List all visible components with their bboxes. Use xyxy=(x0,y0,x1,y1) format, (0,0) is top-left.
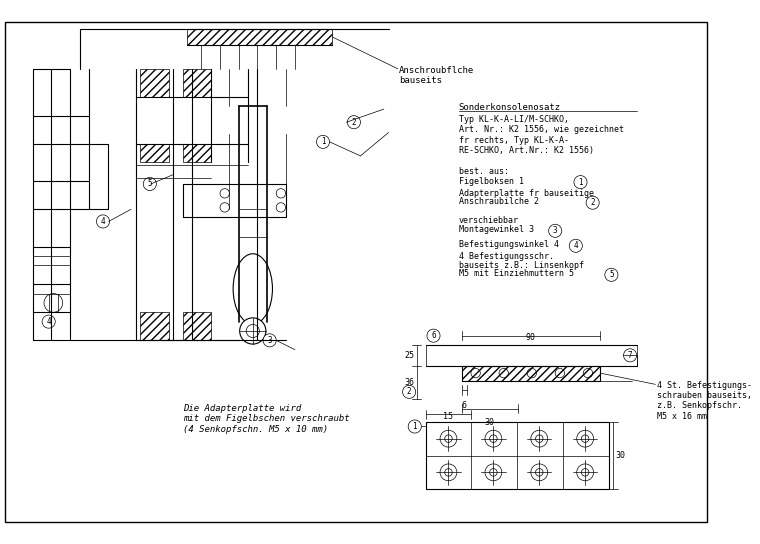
Text: 7: 7 xyxy=(628,351,632,360)
Text: M5 mit Einziehmuttern 5: M5 mit Einziehmuttern 5 xyxy=(459,269,574,278)
Circle shape xyxy=(605,268,618,281)
Text: 6: 6 xyxy=(431,331,435,340)
Text: 4 St. Befestigungs-
schrauben bauseits,
z.B. Senkopfschr.
M5 x 16 mm: 4 St. Befestigungs- schrauben bauseits, … xyxy=(657,381,752,421)
Text: 25: 25 xyxy=(405,351,415,360)
Bar xyxy=(461,366,600,381)
Bar xyxy=(182,144,211,163)
Text: 5: 5 xyxy=(609,270,613,279)
Text: 4 Befestigungsschr.: 4 Befestigungsschr. xyxy=(459,252,554,261)
Circle shape xyxy=(549,224,562,237)
Text: Sonderkonsolenosatz: Sonderkonsolenosatz xyxy=(459,103,561,113)
Bar xyxy=(141,144,169,163)
Text: 2: 2 xyxy=(407,387,411,397)
Circle shape xyxy=(143,177,157,190)
Text: 3: 3 xyxy=(553,226,558,236)
Text: Figelboksen 1: Figelboksen 1 xyxy=(459,176,524,186)
Text: Befestigungswinkel 4: Befestigungswinkel 4 xyxy=(459,240,559,249)
Circle shape xyxy=(239,318,266,344)
Text: 90: 90 xyxy=(526,333,536,342)
Bar xyxy=(182,69,211,97)
Text: 3: 3 xyxy=(268,336,272,345)
Text: 2: 2 xyxy=(591,198,595,207)
Text: 2: 2 xyxy=(352,118,356,127)
Circle shape xyxy=(347,116,360,129)
Text: 1: 1 xyxy=(578,178,583,187)
Circle shape xyxy=(623,349,637,362)
Text: 4: 4 xyxy=(46,317,51,326)
Bar xyxy=(426,422,609,489)
Text: Anschraubilche 2: Anschraubilche 2 xyxy=(459,197,539,206)
Bar xyxy=(182,312,211,341)
Text: Adapterplatte fr bauseitige: Adapterplatte fr bauseitige xyxy=(459,189,594,197)
Circle shape xyxy=(427,329,440,342)
Circle shape xyxy=(42,315,55,328)
Text: Anschroubflche
bauseits: Anschroubflche bauseits xyxy=(399,66,474,85)
Text: 1: 1 xyxy=(321,137,325,146)
Text: verschiebbar: verschiebbar xyxy=(459,216,519,225)
Text: 4: 4 xyxy=(574,242,578,250)
Bar xyxy=(141,312,169,341)
Text: 15: 15 xyxy=(444,412,454,422)
Circle shape xyxy=(586,196,599,209)
Circle shape xyxy=(408,420,421,433)
Text: 5: 5 xyxy=(147,180,152,188)
Text: Die Adapterplatte wird
mit dem Figelbschen verschraubt
(4 Senkopfschn. M5 x 10 m: Die Adapterplatte wird mit dem Figelbsch… xyxy=(182,404,349,434)
Text: 4: 4 xyxy=(100,217,106,226)
Circle shape xyxy=(569,239,582,252)
Text: Montagewinkel 3: Montagewinkel 3 xyxy=(459,225,534,234)
Text: best. aus:: best. aus: xyxy=(459,167,508,176)
Text: 6: 6 xyxy=(462,401,467,410)
Text: Typ KL-K-A-LI/M-SCHKO,
Art. Nr.: K2 1556, wie gezeichnet
fr rechts, Typ KL-K-A-
: Typ KL-K-A-LI/M-SCHKO, Art. Nr.: K2 1556… xyxy=(459,115,624,155)
Text: 30: 30 xyxy=(485,418,495,427)
Text: 1: 1 xyxy=(413,422,417,431)
Text: 30: 30 xyxy=(615,451,625,460)
Text: bauseits z.B.: Linsenkopf: bauseits z.B.: Linsenkopf xyxy=(459,261,584,270)
Bar xyxy=(141,69,169,97)
Circle shape xyxy=(97,215,109,228)
Circle shape xyxy=(316,135,330,149)
Text: 36: 36 xyxy=(405,378,415,387)
Circle shape xyxy=(574,176,587,189)
Bar xyxy=(187,29,332,46)
Circle shape xyxy=(263,334,276,347)
Circle shape xyxy=(403,385,416,398)
